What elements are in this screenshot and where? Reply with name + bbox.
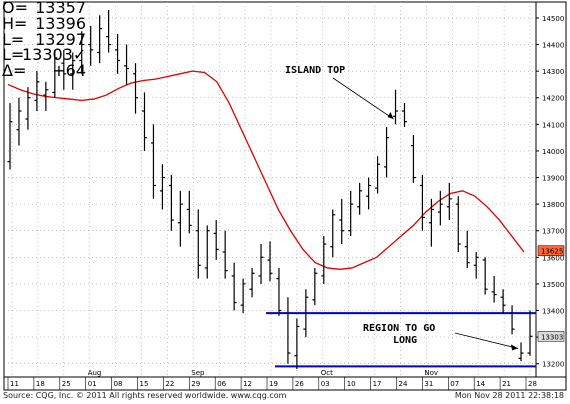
price-badge <box>537 331 565 342</box>
annotation-region-label-2: LONG <box>393 335 417 346</box>
x-tick-label: 25 <box>62 380 71 388</box>
footer-timestamp: Mon Nov 28 2011 22:38:18 <box>454 391 564 400</box>
x-tick-label: 17 <box>373 380 382 388</box>
x-tick-label: 21 <box>502 380 511 388</box>
plot-area <box>3 1 537 378</box>
footer-source: Source: CQG, Inc. © 2011 All rights rese… <box>3 391 287 400</box>
x-tick-label: 11 <box>10 380 19 388</box>
x-month-label: Aug <box>88 369 102 377</box>
x-tick-label: 22 <box>165 380 174 388</box>
ohlc-high-row: H= 13396 <box>2 13 122 33</box>
ohlc-low-value: 13297 <box>35 29 86 49</box>
time-axis <box>3 376 567 391</box>
y-tick-label: 14300 <box>542 68 564 76</box>
y-tick-label: 13500 <box>542 281 564 289</box>
x-tick-label: 06 <box>217 380 226 388</box>
ohlc-open-row: O= 13357 <box>2 0 122 16</box>
ohlc-last-label: L= <box>2 45 25 65</box>
ohlc-high-label: H= <box>2 13 28 33</box>
x-tick-label: 19 <box>269 380 278 388</box>
annotation-region-label: REGION TO GO <box>363 323 435 334</box>
ohlc-open-label: O= <box>2 0 28 17</box>
annotation-island-top: ISLAND TOP <box>285 65 345 76</box>
price-badge <box>537 245 565 256</box>
ohlc-low-label: L= <box>2 29 25 49</box>
x-tick-label: 14 <box>476 380 485 388</box>
x-tick-label: 31 <box>424 380 433 388</box>
ohlc-readout: O= 13357 H= 13396 L= 13297 L= 13303✓ Δ= … <box>2 0 122 79</box>
ohlc-last-row: L= 13303✓ <box>2 47 122 63</box>
x-tick-label: 01 <box>88 380 97 388</box>
y-tick-label: 13900 <box>542 175 564 183</box>
x-tick-label: 08 <box>114 380 123 388</box>
y-tick-label: 13700 <box>542 228 564 236</box>
annotation-arrowhead <box>387 112 394 120</box>
price-axis <box>535 1 567 378</box>
y-tick-label: 13800 <box>542 201 564 209</box>
x-tick-label: 29 <box>191 380 200 388</box>
x-tick-label: 28 <box>528 380 537 388</box>
y-tick-label: 13400 <box>542 308 564 316</box>
y-tick-label: 13600 <box>542 254 564 262</box>
x-month-label: Sep <box>191 369 205 377</box>
ohlc-low-row: L= 13297 <box>2 29 122 49</box>
y-tick-label: 14200 <box>542 95 564 103</box>
x-tick-label: 15 <box>140 380 149 388</box>
ohlc-change-value: +64 <box>52 61 86 81</box>
ohlc-open-value: 13357 <box>35 0 86 17</box>
y-tick-label: 13200 <box>542 361 564 369</box>
x-tick-label: 03 <box>321 380 330 388</box>
price-badge-label: 13625 <box>541 248 563 256</box>
x-tick-label: 12 <box>243 380 252 388</box>
x-tick-label: 18 <box>36 380 45 388</box>
y-tick-label: 14400 <box>542 42 564 50</box>
price-badge-label: 13303 <box>541 333 563 341</box>
y-tick-label: 14100 <box>542 121 564 129</box>
x-month-label: Nov <box>424 369 438 377</box>
x-tick-label: 10 <box>347 380 356 388</box>
x-tick-label: 07 <box>450 380 459 388</box>
ohlc-change-label: Δ= <box>2 61 27 81</box>
annotation-arrowhead <box>511 344 519 351</box>
annotation-arrow <box>332 77 394 120</box>
x-tick-label: 26 <box>295 380 304 388</box>
moving-average-line <box>7 70 525 270</box>
y-tick-label: 14000 <box>542 148 564 156</box>
x-tick-label: 24 <box>399 380 408 388</box>
x-month-label: Oct <box>321 369 333 377</box>
annotation-arrow <box>454 332 519 349</box>
ohlc-change-row: Δ= +64 <box>2 63 122 79</box>
y-tick-label: 14500 <box>542 15 564 23</box>
ohlc-high-value: 13396 <box>35 13 86 33</box>
ohlc-last-value: 13303✓ <box>22 45 87 65</box>
